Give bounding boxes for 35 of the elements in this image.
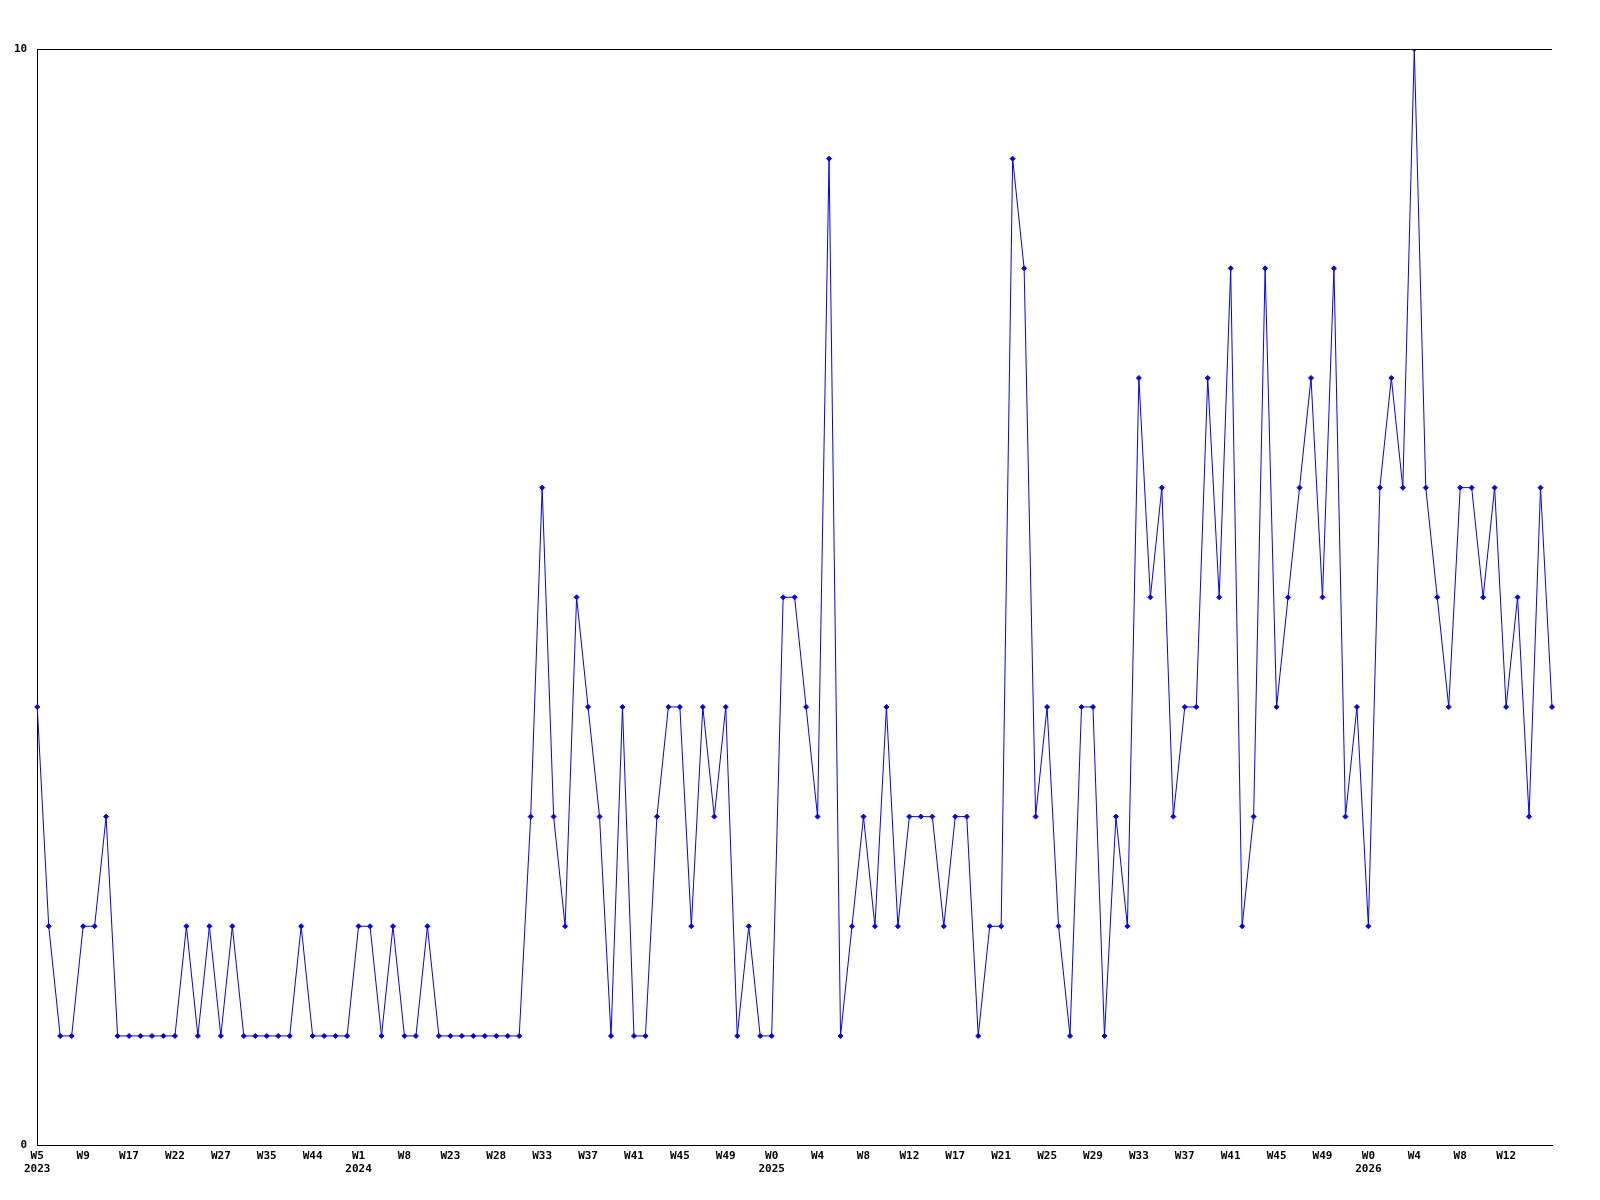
x-tick-label: W41 (624, 1149, 645, 1163)
x-tick-label: W25 (1037, 1149, 1058, 1163)
x-tick-label: W1 2024 (345, 1149, 373, 1176)
x-tick-label: W8 (397, 1149, 412, 1163)
x-tick-label: W33 (532, 1149, 553, 1163)
x-tick-label: W49 (1312, 1149, 1333, 1163)
x-tick-label: W21 (991, 1149, 1012, 1163)
x-tick-label: W45 (1266, 1149, 1287, 1163)
x-tick-label: W8 (1453, 1149, 1467, 1163)
x-tick-label: W35 (256, 1149, 277, 1163)
x-tick-label: W37 (1174, 1149, 1195, 1163)
x-tick-label: W9 (76, 1149, 90, 1163)
x-tick-label: W0 2026 (1355, 1149, 1383, 1176)
x-tick-label: W0 2025 (758, 1149, 785, 1176)
x-tick-label: W44 (302, 1149, 323, 1163)
x-tick-label: W49 (715, 1149, 736, 1163)
x-tick-label: W41 (1220, 1149, 1241, 1163)
x-tick-label: W17 (119, 1149, 139, 1163)
x-tick-label: W12 (1496, 1149, 1517, 1163)
x-tick-label: W5 2023 (24, 1149, 51, 1176)
x-tick-label: W17 (945, 1149, 966, 1163)
x-tick-label: W27 (210, 1149, 231, 1163)
x-tick-label: W33 (1128, 1149, 1149, 1163)
x-tick-label: W45 (669, 1149, 690, 1163)
x-tick-label: W29 (1083, 1149, 1103, 1163)
x-tick-label: W28 (486, 1149, 507, 1163)
x-tick-label: W4 (810, 1149, 825, 1163)
x-tick-label: W23 (440, 1149, 461, 1163)
x-tick-label: W8 (856, 1149, 871, 1163)
x-tick-label: W12 (899, 1149, 920, 1163)
x-tick-label: W4 (1407, 1149, 1422, 1163)
y-tick-label: 10 (14, 41, 28, 55)
x-tick-label: W37 (578, 1149, 598, 1163)
y-tick-label: 0 (20, 1138, 28, 1152)
x-tick-label: W22 (165, 1149, 185, 1163)
